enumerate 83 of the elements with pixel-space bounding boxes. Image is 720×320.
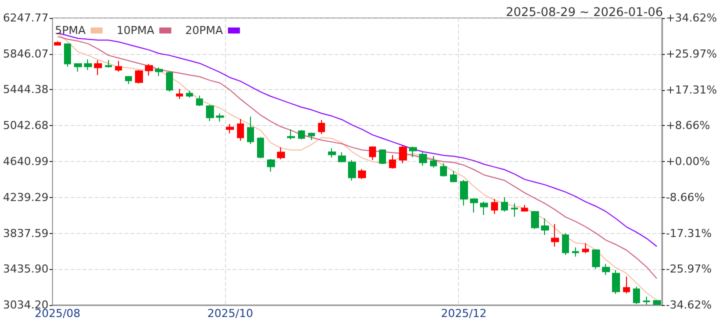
- chart-subtitle: 2025-08-29 ~ 2026-01-06: [506, 5, 664, 19]
- y2-tick-label: -8.66%: [666, 190, 705, 204]
- y2-tick-label: +25.97%: [666, 47, 718, 60]
- candlestick: [460, 179, 468, 206]
- y-tick-label: 5042.68: [2, 119, 48, 132]
- x-tick-label: 2025/12: [440, 307, 487, 320]
- x-tick-label: 2025/10: [207, 307, 254, 320]
- candlestick: [623, 276, 630, 294]
- candlestick: [338, 152, 346, 163]
- candlestick: [379, 148, 386, 164]
- candlestick: [369, 146, 376, 160]
- y2-tick-label: +17.31%: [666, 83, 718, 96]
- candlestick: [94, 60, 102, 76]
- candlestick: [74, 63, 82, 72]
- candlestick: [216, 112, 224, 122]
- candlestick: [602, 263, 610, 276]
- y-tick-label: 3837.59: [2, 226, 48, 240]
- candlestick: [247, 116, 254, 144]
- candlestick: [582, 242, 589, 254]
- candlestick: [186, 90, 193, 98]
- y2-tick-label: -17.31%: [666, 226, 712, 240]
- candlestick: [267, 158, 275, 172]
- candlestick: [562, 232, 569, 256]
- candlestick: [450, 170, 457, 183]
- candlestick: [399, 145, 407, 164]
- candlestick: [298, 129, 305, 140]
- candlestick: [348, 159, 356, 182]
- candlestick: [328, 148, 336, 158]
- candlestick: [511, 202, 518, 218]
- candlestick: [135, 69, 143, 84]
- candlestick: [419, 152, 427, 166]
- candlestick: [287, 128, 295, 140]
- y2-tick-label: -34.62%: [666, 298, 712, 312]
- candlestick: [521, 204, 528, 212]
- candlestick: [54, 40, 61, 46]
- candlestick: [115, 60, 122, 72]
- candlestick: [155, 66, 163, 77]
- y-tick-label: 6247.77: [2, 12, 48, 24]
- candlestick: [440, 162, 447, 178]
- legend-label: 10PMA: [116, 24, 155, 37]
- candlestick: [226, 123, 234, 134]
- candlestick: [257, 136, 264, 159]
- candlestick: [176, 88, 183, 100]
- candlestick: [308, 132, 315, 140]
- candlestick: [196, 95, 203, 106]
- candlestick: [318, 119, 325, 134]
- candlestick: [237, 118, 244, 142]
- candlestick: [430, 155, 437, 168]
- candlestick: [277, 146, 285, 160]
- y2-tick-label: +0.00%: [666, 155, 710, 168]
- candlestick: [592, 248, 600, 270]
- candlestick: [480, 201, 488, 216]
- candlestick: [105, 59, 112, 68]
- candlestick: [551, 224, 559, 248]
- y-tick-label: 3435.90: [2, 262, 48, 276]
- candlestick: [653, 300, 661, 306]
- y2-tick-label: +8.66%: [666, 119, 710, 132]
- candlestick: [64, 42, 71, 68]
- x-tick-label: 2025/08: [34, 307, 80, 320]
- candlestick: [84, 58, 92, 70]
- candlestick: [531, 210, 539, 230]
- candlestick: [206, 104, 214, 122]
- legend-label: 5PMA: [54, 24, 86, 37]
- y-tick-label: 4239.29: [2, 190, 48, 204]
- candlestick: [409, 146, 417, 158]
- candlestick: [491, 198, 498, 215]
- candlestick: [541, 218, 549, 236]
- candlestick: [166, 71, 173, 92]
- y-tick-label: 5846.07: [2, 47, 48, 60]
- candlestick: [501, 196, 508, 212]
- candlestick: [470, 198, 478, 214]
- candlestick: [612, 270, 620, 294]
- y2-tick-label: +34.62%: [666, 12, 718, 24]
- y-tick-label: 4640.99: [2, 155, 48, 168]
- y-tick-label: 5444.38: [2, 83, 48, 96]
- candlestick: [125, 76, 132, 84]
- y2-tick-label: -25.97%: [666, 262, 712, 276]
- candlestick: [572, 246, 579, 258]
- candlestick: [145, 63, 153, 76]
- candlestick: [358, 168, 366, 180]
- legend-label: 20PMA: [185, 24, 224, 37]
- candlestick: [389, 154, 396, 170]
- candlestick: [643, 296, 650, 305]
